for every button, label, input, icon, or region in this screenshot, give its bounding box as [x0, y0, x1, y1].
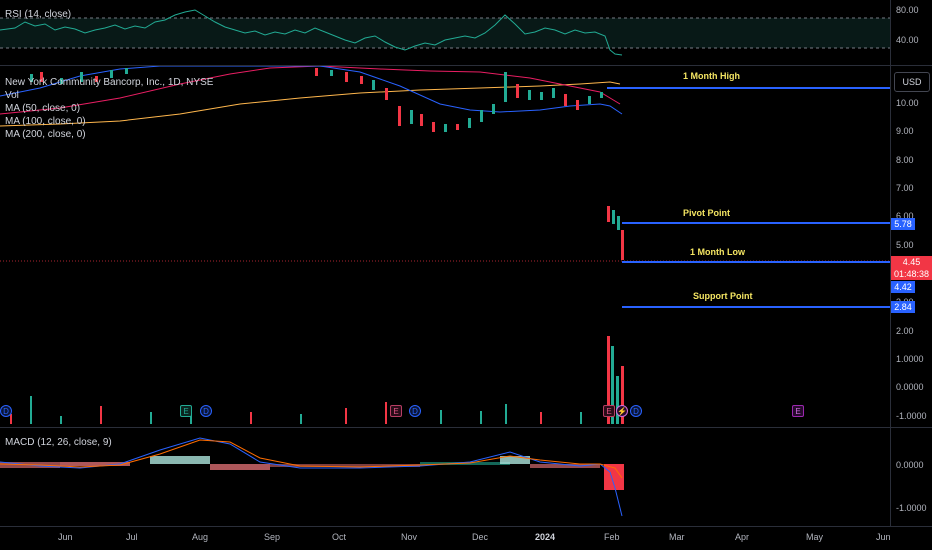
time-tick: Feb — [604, 532, 620, 542]
time-tick-year: 2024 — [535, 532, 556, 542]
rsi-pane: RSI (14, close) — [0, 0, 890, 65]
dividend-marker[interactable]: D — [409, 405, 421, 417]
candles — [30, 68, 624, 260]
month-high-label: 1 Month High — [683, 71, 740, 81]
price-tick: 5.00 — [896, 240, 914, 250]
price-tick: 0.0000 — [896, 382, 924, 392]
time-tick: Aug — [192, 532, 209, 542]
currency-button[interactable]: USD — [894, 72, 930, 92]
time-tick: Jun — [58, 532, 73, 542]
rsi-chart — [0, 9, 890, 56]
pivot-tag: 5.78 — [891, 218, 915, 230]
symbol-title[interactable]: New York Community Bancorp, Inc., 1D, NY… — [5, 77, 214, 88]
time-axis-divider — [0, 526, 932, 527]
price-pane[interactable]: New York Community Bancorp, Inc., 1D, NY… — [0, 66, 890, 426]
signal-line — [0, 439, 623, 479]
price-tick: 10.00 — [896, 98, 919, 108]
macd-tick: -1.0000 — [896, 503, 927, 513]
rsi-line — [0, 9, 623, 56]
month-low-label: 1 Month Low — [690, 247, 745, 257]
dividend-marker[interactable]: D — [630, 405, 642, 417]
ma50-legend[interactable]: MA (50, close, 0) — [5, 103, 81, 114]
dividend-marker[interactable]: D — [200, 405, 212, 417]
time-tick: Nov — [401, 532, 418, 542]
ma100-line — [0, 66, 621, 115]
month-low-tag: 4.42 — [891, 281, 915, 293]
price-tick: 1.0000 — [896, 354, 924, 364]
macd-histogram — [0, 456, 624, 490]
macd-legend: MACD (12, 26, close, 9) — [5, 437, 112, 448]
price-tick: 8.00 — [896, 155, 914, 165]
macd-pane: MACD (12, 26, close, 9) — [0, 428, 890, 526]
volume-bars — [10, 336, 624, 424]
rsi-level-40: 40.00 — [896, 35, 919, 45]
support-tag: 2.84 — [891, 301, 915, 313]
time-tick: Apr — [735, 532, 750, 542]
earnings-marker[interactable]: E — [603, 405, 615, 417]
last-price: 4.45 — [902, 257, 921, 267]
rsi-level-80: 80.00 — [896, 5, 919, 15]
dividend-marker[interactable]: D — [0, 405, 12, 417]
time-tick: Sep — [264, 532, 281, 542]
news-bolt-icon[interactable]: ⚡ — [616, 405, 628, 417]
ma50-line — [0, 66, 623, 115]
time-tick: Dec — [472, 532, 489, 542]
price-tick: -1.0000 — [896, 411, 927, 421]
price-chart — [0, 66, 890, 424]
macd-tick: 0.0000 — [896, 460, 924, 470]
main-legend[interactable]: New York Community Bancorp, Inc., 1D, NY… — [5, 76, 213, 141]
time-tick: Oct — [332, 532, 347, 542]
ma200-legend[interactable]: MA (200, close, 0) — [5, 129, 86, 140]
rsi-legend: RSI (14, close) — [5, 9, 72, 20]
price-tick: 6.00 — [896, 211, 914, 221]
earnings-marker[interactable]: E — [180, 405, 192, 417]
ma200-line — [0, 81, 621, 127]
macd-chart — [0, 437, 624, 517]
price-tick: 2.00 — [896, 326, 914, 336]
earnings-marker[interactable]: E — [390, 405, 402, 417]
price-axis-divider — [890, 0, 891, 526]
time-tick: May — [806, 532, 824, 542]
price-tick: 9.00 — [896, 126, 914, 136]
pane-divider[interactable] — [0, 427, 932, 428]
support-label: Support Point — [693, 291, 753, 301]
vol-legend[interactable]: Vol — [5, 90, 19, 101]
pivot-label: Pivot Point — [683, 208, 730, 218]
ma100-legend[interactable]: MA (100, close, 0) — [5, 116, 86, 127]
time-tick: Jul — [126, 532, 138, 542]
earnings-marker[interactable]: E — [792, 405, 804, 417]
last-price-box: 4.45 01:48:38 — [891, 256, 932, 280]
pane-divider[interactable] — [0, 65, 932, 66]
time-tick: Mar — [669, 532, 685, 542]
macd-line — [0, 437, 623, 517]
time-tick: Jun — [876, 532, 891, 542]
price-tick: 7.00 — [896, 183, 914, 193]
bar-countdown: 01:48:38 — [893, 269, 930, 279]
